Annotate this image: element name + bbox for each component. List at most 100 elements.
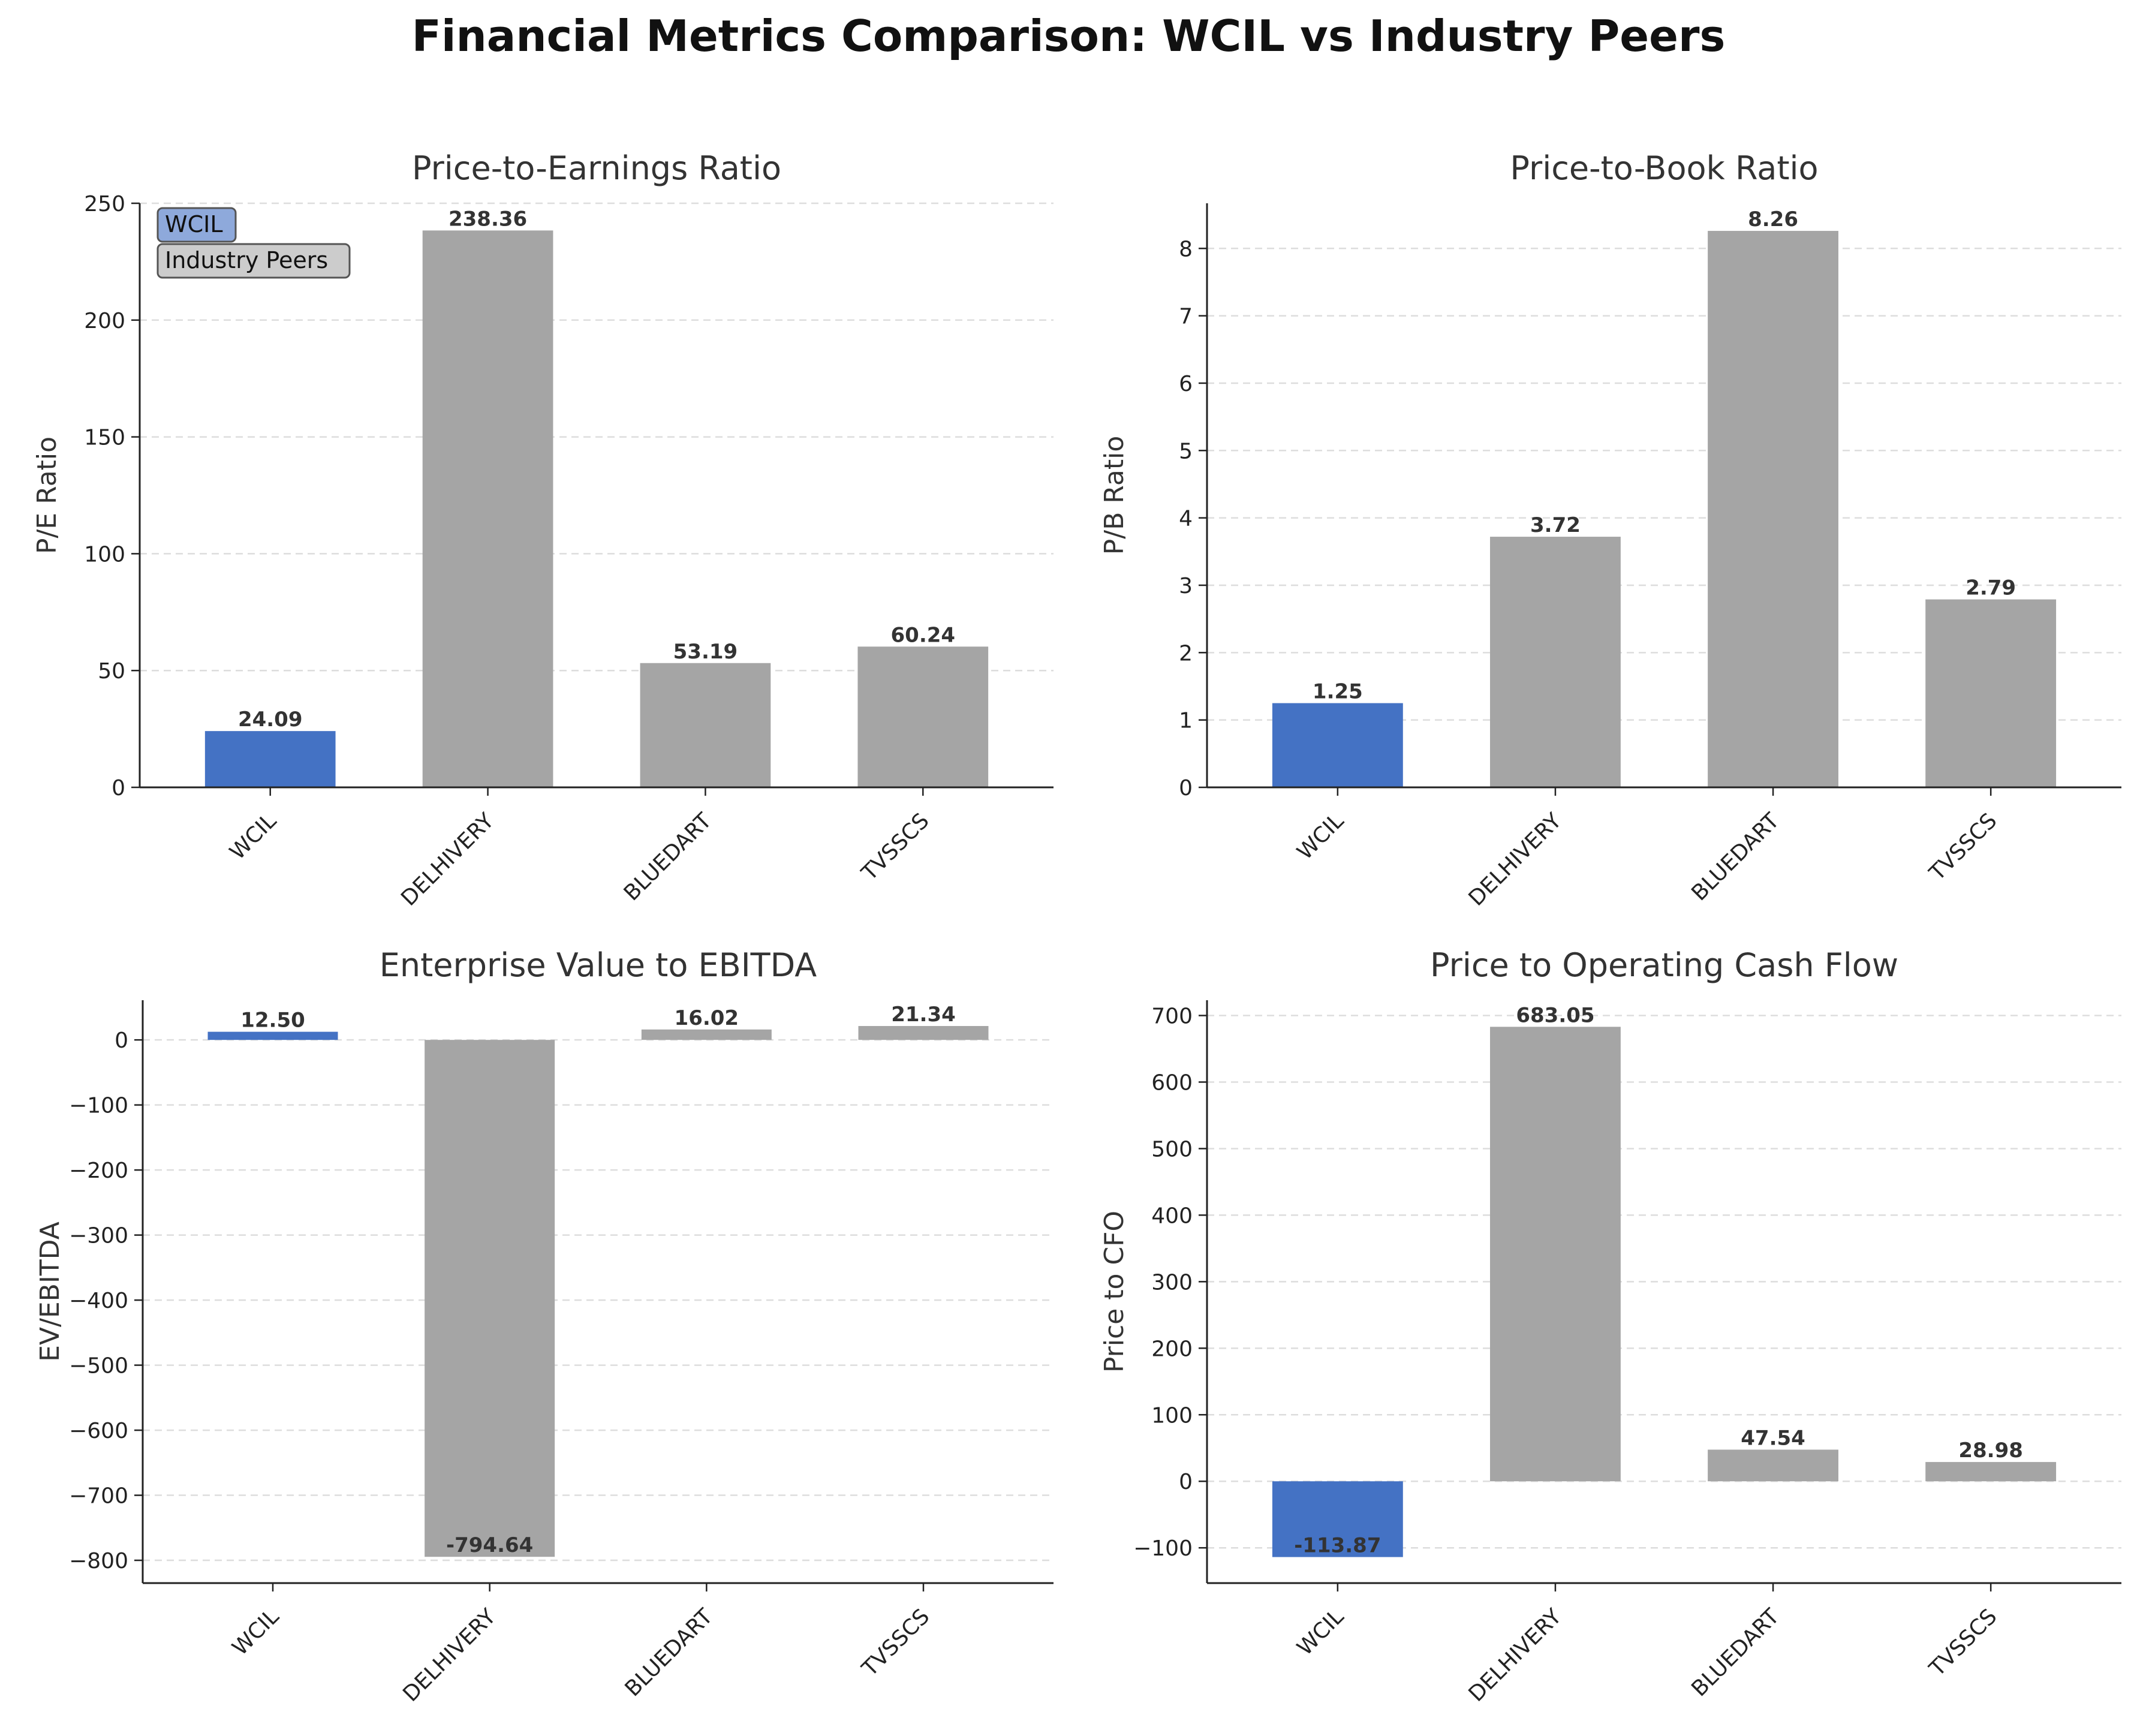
x-tick-label: TVSSCS <box>857 808 934 886</box>
bar-tvsscs <box>1925 599 2057 787</box>
x-tick-label: DELHIVERY <box>398 1604 501 1707</box>
bar-tvsscs <box>857 646 989 787</box>
bar-delhivery <box>1490 537 1621 787</box>
subplot-2: 0 1 2 3 4 5 6 7 8 1.25 WCIL 3.72 DELHIVERY 8.26 BLUEDA… <box>1099 149 2121 911</box>
y-tick-label: 100 <box>1151 1403 1193 1428</box>
legend-box <box>156 207 237 243</box>
y-tick-label: 4 <box>1179 507 1193 531</box>
bar-delhivery <box>1490 1027 1621 1482</box>
y-tick-label: 5 <box>1179 439 1193 464</box>
y-tick-label: 600 <box>1151 1070 1193 1095</box>
y-axis-label: P/E Ratio <box>32 437 62 554</box>
x-tick-label: WCIL <box>1293 808 1349 865</box>
y-tick-label: 0 <box>112 776 125 801</box>
value-label: 8.26 <box>1748 207 1798 231</box>
x-tick-label: DELHIVERY <box>1464 1604 1567 1707</box>
value-label: 3.72 <box>1530 513 1581 537</box>
y-tick-label: −500 <box>69 1354 128 1379</box>
y-tick-label: 200 <box>84 309 125 333</box>
y-tick-label: 500 <box>1151 1137 1193 1162</box>
y-axis-label: EV/EBITDA <box>35 1221 65 1362</box>
y-tick-label: 0 <box>115 1028 128 1053</box>
legend-box <box>156 243 351 279</box>
value-label: 1.25 <box>1313 680 1363 704</box>
value-label: 12.50 <box>240 1009 305 1033</box>
bar-bluedart <box>641 1029 772 1040</box>
x-tick-label: BLUEDART <box>621 1604 718 1702</box>
y-tick-label: 2 <box>1179 641 1193 666</box>
y-tick-label: 1 <box>1179 709 1193 733</box>
bar-delhivery <box>425 1040 555 1557</box>
x-tick-label: BLUEDART <box>1687 1604 1784 1702</box>
y-tick-label: 200 <box>1151 1337 1193 1361</box>
y-tick-label: −800 <box>69 1549 128 1573</box>
y-tick-label: −100 <box>1133 1536 1193 1561</box>
y-axis-label: P/B Ratio <box>1099 436 1130 555</box>
figure-title: Financial Metrics Comparison: WCIL vs In… <box>411 11 1726 61</box>
y-tick-label: 700 <box>1151 1004 1193 1029</box>
legend-entry: Industry Peers <box>165 247 328 273</box>
value-label: 16.02 <box>675 1006 739 1030</box>
bar-tvsscs <box>1925 1462 2057 1482</box>
bar-wcil <box>1272 703 1403 787</box>
bar-delhivery <box>422 230 553 787</box>
y-tick-label: 250 <box>84 192 125 216</box>
bar-wcil <box>207 1031 338 1040</box>
x-tick-label: TVSSCS <box>857 1604 934 1681</box>
y-tick-label: 0 <box>1179 776 1193 801</box>
bar-tvsscs <box>858 1026 989 1040</box>
x-tick-label: TVSSCS <box>1925 1604 2002 1681</box>
value-label: 21.34 <box>891 1003 956 1027</box>
subplot-3: −800 −700 −600 −500 −400 −300 −200 −100 0 12.50 WC… <box>35 946 1054 1707</box>
subplot-title: Enterprise Value to EBITDA <box>380 946 817 984</box>
bar-bluedart <box>640 663 771 787</box>
y-axis-label: Price to CFO <box>1099 1211 1130 1373</box>
bar-wcil <box>1272 1481 1403 1557</box>
value-label: 2.79 <box>1966 576 2016 600</box>
subplot-title: Price-to-Book Ratio <box>1510 149 1818 187</box>
value-label: 47.54 <box>1741 1426 1805 1450</box>
y-tick-label: −200 <box>69 1159 128 1183</box>
y-tick-label: 7 <box>1179 305 1193 329</box>
bar-bluedart <box>1708 1449 1838 1482</box>
y-tick-label: 150 <box>84 426 125 450</box>
y-tick-label: −600 <box>69 1419 128 1443</box>
value-label: 28.98 <box>1958 1439 2023 1463</box>
y-tick-label: −100 <box>69 1094 128 1118</box>
x-tick-label: WCIL <box>225 808 281 865</box>
x-tick-label: WCIL <box>1293 1604 1349 1660</box>
x-tick-label: WCIL <box>228 1604 284 1660</box>
subplot-title: Price to Operating Cash Flow <box>1430 946 1898 984</box>
y-tick-label: 3 <box>1179 574 1193 598</box>
bar-wcil <box>204 731 336 787</box>
value-label: -794.64 <box>446 1533 533 1557</box>
y-tick-label: 8 <box>1179 237 1193 261</box>
x-tick-label: TVSSCS <box>1925 808 2002 886</box>
x-tick-label: BLUEDART <box>1687 808 1784 906</box>
y-tick-label: 400 <box>1151 1204 1193 1228</box>
y-tick-label: −300 <box>69 1224 128 1248</box>
subplot-4: −100 0 100 200 300 400 500 600 700 -113.87 WCIL 683… <box>1099 946 2121 1707</box>
subplot-title: Price-to-Earnings Ratio <box>412 149 781 187</box>
y-tick-label: 50 <box>98 659 125 684</box>
subplot-1: 0 50 100 150 200 250 24.09 WCIL 238.36 DELHIVERY 5… <box>32 149 1054 911</box>
value-label: 238.36 <box>449 207 527 231</box>
y-tick-label: 6 <box>1179 372 1193 396</box>
value-label: -113.87 <box>1294 1534 1381 1558</box>
y-tick-label: 0 <box>1179 1470 1193 1494</box>
bar-bluedart <box>1708 231 1838 788</box>
legend-entry: WCIL <box>165 211 222 237</box>
x-tick-label: BLUEDART <box>619 808 717 906</box>
y-tick-label: 300 <box>1151 1270 1193 1295</box>
x-tick-label: DELHIVERY <box>396 808 499 911</box>
value-label: 53.19 <box>673 640 738 664</box>
y-tick-label: 100 <box>84 542 125 567</box>
value-label: 683.05 <box>1516 1003 1594 1027</box>
value-label: 60.24 <box>891 623 956 647</box>
y-tick-label: −400 <box>69 1289 128 1313</box>
x-tick-label: DELHIVERY <box>1464 808 1567 911</box>
y-tick-label: −700 <box>69 1484 128 1509</box>
legend: WCIL Industry Peers <box>156 207 351 279</box>
value-label: 24.09 <box>238 708 303 732</box>
